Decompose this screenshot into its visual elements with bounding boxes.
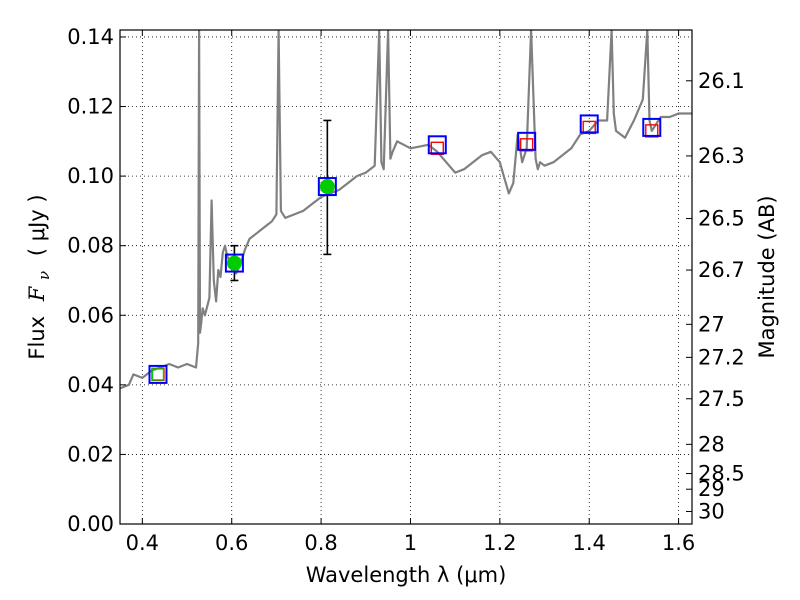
- model-photometry-marker: [579, 114, 599, 134]
- y-axis-label: Flux F ν ( μJy ): [25, 194, 54, 359]
- mag-tick-label: 26.1: [698, 69, 745, 93]
- mag-tick-label: 26.3: [698, 144, 745, 168]
- mag-tick-label: 28: [698, 432, 725, 456]
- mag-tick-label: 27.2: [698, 345, 745, 369]
- mag-tick-label: 28.5: [698, 462, 745, 486]
- model-photometry-marker: [642, 117, 662, 137]
- y-tick-label: 0.10: [67, 164, 114, 188]
- y-axis-label-unit: ( μJy ): [25, 194, 49, 256]
- y2-axis-label: Magnitude (AB): [755, 195, 779, 358]
- mag-tick-label: 29: [698, 477, 725, 501]
- mag-tick-label: 26.7: [698, 258, 745, 282]
- mag-tick-label: 26.5: [698, 207, 745, 231]
- x-tick-label: 0.6: [215, 531, 248, 555]
- x-tick-label: 1.2: [483, 531, 516, 555]
- mag-tick-label: 30: [698, 499, 725, 523]
- mag-tick-label: 27: [698, 312, 725, 336]
- y-tick-label: 0.12: [67, 95, 114, 119]
- model-photometry-marker: [148, 364, 168, 384]
- svg-text:Flux F ν ( μ: Flux F ν ( μJy ): [25, 194, 54, 359]
- y-tick-label: 0.04: [67, 373, 114, 397]
- x-axis-label: Wavelength λ (μm): [306, 563, 507, 587]
- x-tick-label: 0.4: [126, 531, 159, 555]
- y-axis-label-symbol: F: [25, 285, 49, 302]
- model-photometry-marker: [317, 177, 337, 197]
- x-tick-label: 1.6: [662, 531, 695, 555]
- model-photometry-marker: [427, 135, 447, 155]
- y-axis-label-subscript: ν: [35, 271, 53, 280]
- axis-ticks: 0.4 0.6 0.8 1 1.2 1.4 1.6 0.00 0.02 0.04 0.06 0.08 0…: [67, 25, 745, 555]
- observed-band-marker: [151, 368, 165, 381]
- model-sed-line: [120, 30, 692, 390]
- x-tick-label: 1.4: [573, 531, 606, 555]
- mag-tick-label: 27.5: [698, 387, 745, 411]
- x-tick-label: 1: [404, 531, 417, 555]
- model-photometry-marker: [224, 253, 244, 273]
- y-tick-label: 0.06: [67, 303, 114, 327]
- plot-frame: [119, 29, 693, 525]
- y-tick-label: 0.08: [67, 234, 114, 258]
- x-tick-label: 0.8: [304, 531, 337, 555]
- observed-point: [319, 179, 335, 195]
- data-layer: [120, 30, 692, 390]
- y-tick-label: 0.02: [67, 442, 114, 466]
- observed-point: [226, 255, 242, 271]
- model-photometry-marker: [517, 131, 537, 151]
- y-axis-label-prefix: Flux: [25, 316, 49, 360]
- y-tick-label: 0.14: [67, 25, 114, 49]
- y-tick-label: 0.00: [67, 512, 114, 536]
- grid: [120, 30, 692, 524]
